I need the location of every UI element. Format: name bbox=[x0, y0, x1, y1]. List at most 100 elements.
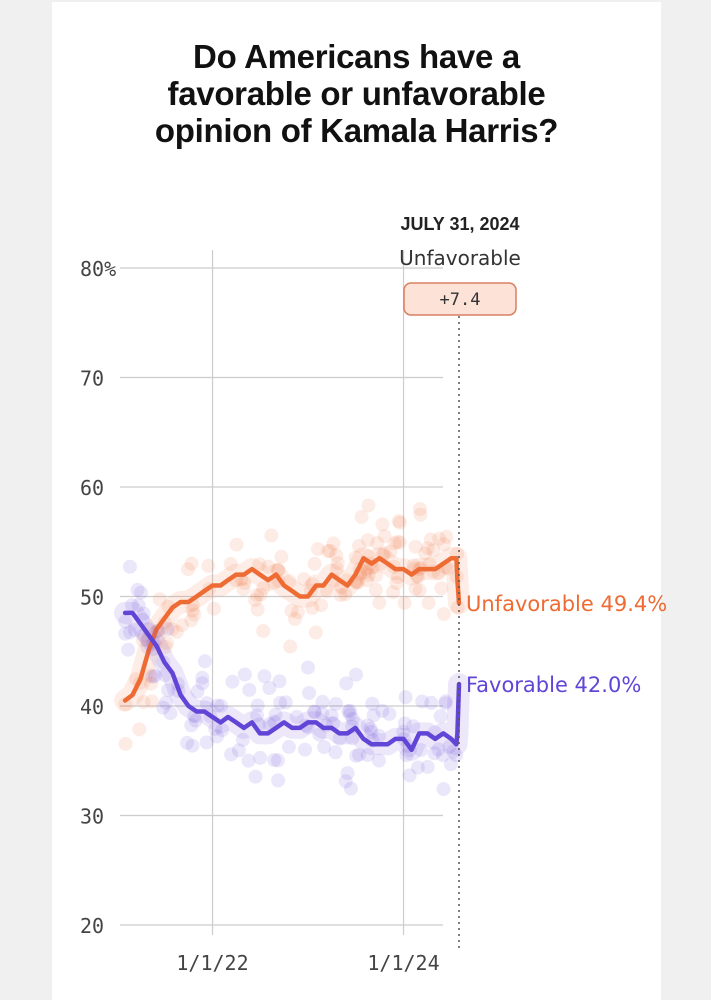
poll-dot bbox=[434, 581, 449, 596]
poll-dot bbox=[248, 593, 263, 608]
poll-dot bbox=[158, 695, 173, 710]
poll-dot bbox=[158, 668, 173, 683]
poll-dot bbox=[175, 618, 190, 633]
poll-dot bbox=[158, 640, 173, 654]
poll-dot bbox=[321, 544, 335, 559]
poll-dot bbox=[224, 747, 239, 762]
trend-line-favorable bbox=[122, 610, 462, 753]
annotation-layer: Unfavorable 49.4% Favorable 42.0% JULY 31,… bbox=[399, 214, 667, 952]
y-tick-label: 60 bbox=[80, 476, 104, 500]
poll-dot bbox=[436, 782, 451, 797]
poll-dot bbox=[371, 753, 386, 768]
poll-dot bbox=[372, 728, 386, 743]
poll-dot bbox=[242, 682, 257, 697]
poll-dot bbox=[185, 738, 200, 753]
poll-dot bbox=[349, 667, 363, 682]
annotation-leader: Unfavorable bbox=[399, 246, 521, 270]
poll-dot bbox=[420, 759, 435, 774]
poll-dot bbox=[125, 598, 139, 613]
poll-dot bbox=[284, 603, 299, 618]
poll-dot bbox=[261, 559, 276, 574]
poll-dot bbox=[390, 570, 405, 585]
poll-dot bbox=[328, 745, 343, 760]
poll-dot bbox=[391, 514, 406, 529]
poll-dot bbox=[262, 681, 277, 695]
poll-dot bbox=[236, 582, 251, 597]
poll-dot bbox=[415, 694, 430, 709]
poll-dot bbox=[420, 541, 435, 556]
chart-title: Do Americans have a favorable or unfavor… bbox=[52, 38, 661, 149]
poll-dot bbox=[443, 757, 458, 772]
poll-dot bbox=[397, 595, 412, 610]
poll-dot bbox=[343, 781, 358, 796]
poll-dot bbox=[268, 707, 283, 722]
poll-dot bbox=[197, 654, 212, 669]
poll-dot bbox=[408, 581, 423, 596]
poll-dot bbox=[127, 623, 142, 637]
poll-dot bbox=[257, 669, 272, 684]
y-tick-label: 20 bbox=[80, 914, 104, 938]
title-line: Do Americans have a bbox=[193, 38, 520, 75]
poll-dot bbox=[271, 773, 286, 788]
poll-dot bbox=[366, 708, 381, 723]
poll-dot bbox=[160, 635, 174, 650]
poll-dot bbox=[365, 696, 380, 711]
poll-dot bbox=[326, 536, 341, 551]
poll-dot bbox=[352, 538, 366, 553]
poll-dot bbox=[323, 543, 338, 558]
poll-dot bbox=[145, 669, 160, 684]
poll-dot bbox=[354, 509, 369, 524]
poll-dot bbox=[256, 623, 271, 638]
poll-dot bbox=[427, 746, 442, 761]
poll-dot bbox=[392, 535, 407, 550]
poll-dot bbox=[389, 576, 404, 590]
poll-dot bbox=[364, 725, 379, 739]
poll-dot bbox=[387, 536, 402, 551]
poll-dot bbox=[147, 668, 162, 683]
margin-badge bbox=[403, 282, 517, 316]
poll-dot bbox=[136, 606, 151, 621]
poll-dot bbox=[188, 713, 203, 728]
poll-dot bbox=[229, 537, 244, 552]
poll-dot bbox=[144, 676, 159, 691]
y-tick-label: 30 bbox=[80, 805, 104, 829]
poll-dot bbox=[235, 732, 250, 747]
poll-dot bbox=[308, 625, 323, 640]
poll-dot bbox=[184, 613, 199, 628]
poll-dot bbox=[302, 686, 317, 700]
poll-dot bbox=[195, 670, 210, 685]
y-tick-label: 40 bbox=[80, 695, 104, 719]
poll-dot bbox=[360, 533, 375, 548]
poll-dot bbox=[421, 596, 436, 610]
poll-dot bbox=[426, 543, 441, 558]
poll-dots-layer bbox=[118, 498, 465, 797]
poll-dot bbox=[301, 660, 315, 675]
poll-dot bbox=[413, 507, 428, 522]
poll-dot bbox=[328, 697, 343, 711]
poll-dot bbox=[446, 744, 461, 759]
poll-dot bbox=[121, 642, 136, 657]
poll-dot bbox=[315, 694, 330, 709]
trend-lines-layer bbox=[114, 547, 470, 761]
poll-dot bbox=[399, 748, 414, 763]
poll-dot bbox=[431, 742, 446, 757]
poll-dot bbox=[330, 556, 345, 571]
title-line: favorable or unfavorable bbox=[167, 75, 546, 112]
chart-card bbox=[52, 2, 661, 1000]
poll-dot bbox=[386, 585, 401, 600]
poll-dot bbox=[432, 531, 447, 546]
poll-dot bbox=[439, 529, 454, 544]
poll-dot bbox=[352, 747, 367, 762]
y-tick-label: 50 bbox=[80, 586, 104, 610]
poll-dot bbox=[438, 694, 453, 709]
poll-dot bbox=[314, 598, 329, 613]
poll-dot bbox=[424, 695, 439, 710]
poll-dot bbox=[368, 582, 383, 597]
poll-dot bbox=[406, 719, 421, 734]
poll-dot bbox=[358, 565, 373, 579]
poll-dot bbox=[418, 546, 433, 561]
poll-dot bbox=[375, 517, 390, 532]
poll-dot bbox=[375, 703, 390, 718]
poll-dot bbox=[185, 603, 200, 618]
poll-dot bbox=[339, 676, 354, 691]
